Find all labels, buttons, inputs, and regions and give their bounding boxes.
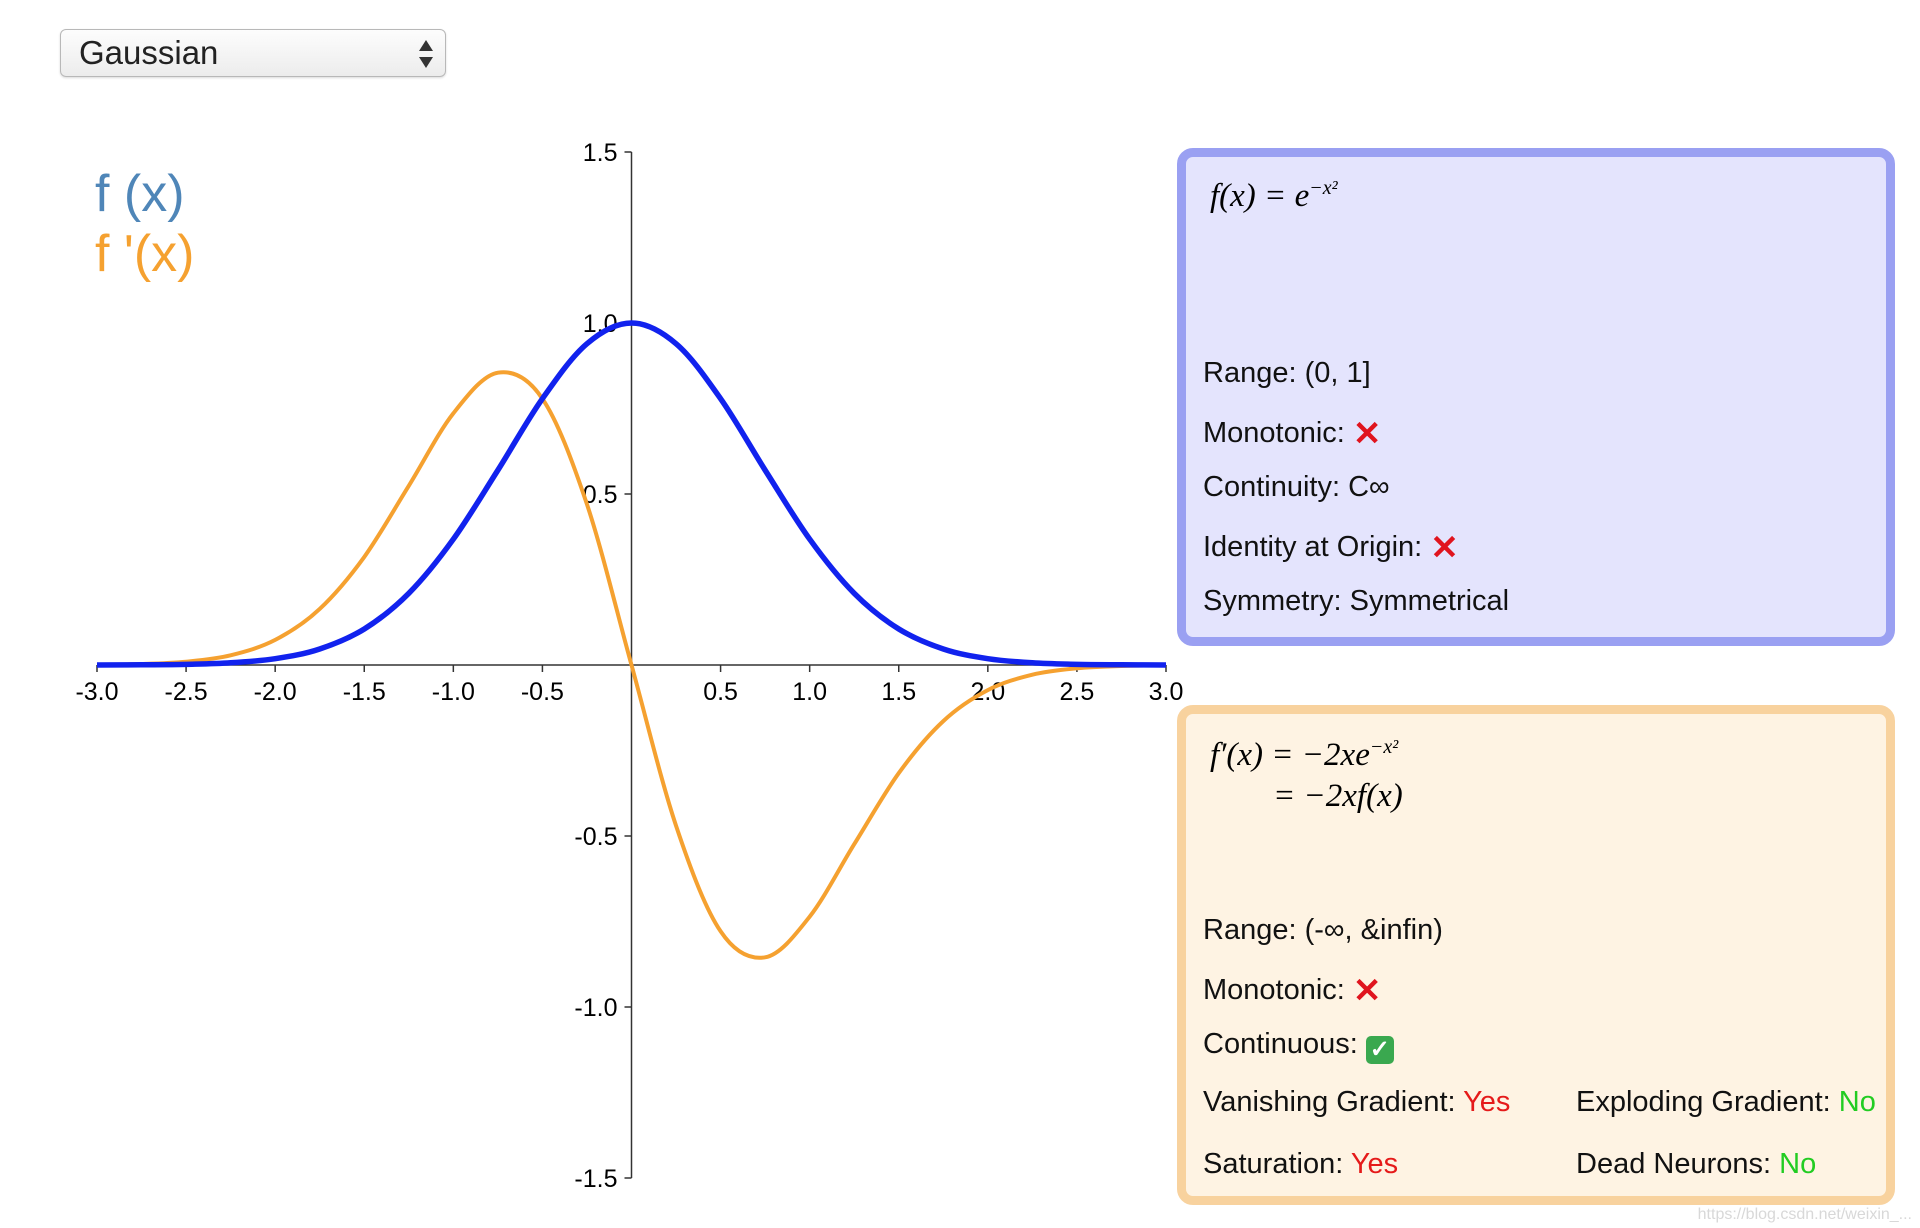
x-tick-label: 3.0 (1149, 678, 1184, 706)
vanishing-gradient: Vanishing Gradient: Yes (1203, 1086, 1510, 1119)
function-range: Range: (0, 1] (1203, 357, 1371, 389)
derivative-formula-line-2: = −2xf(x) (1273, 778, 1403, 814)
derivative-monotonic: Monotonic: ✕ (1203, 971, 1381, 1011)
saturation-value: Yes (1350, 1148, 1399, 1180)
dead-neurons: Dead Neurons: No (1576, 1148, 1816, 1181)
legend-f: f (x) (95, 165, 185, 223)
x-tick-label: -3.0 (75, 678, 118, 706)
updown-arrows-icon (419, 40, 433, 68)
x-tick-label: 1.0 (792, 678, 827, 706)
x-tick-label: -1.0 (432, 678, 475, 706)
dead-neurons-label: Dead Neurons: (1576, 1148, 1772, 1180)
function-select[interactable]: Gaussian (60, 29, 446, 77)
derivative-formula-exponent: −x² (1369, 736, 1399, 758)
function-monotonic: Monotonic: ✕ (1203, 414, 1381, 454)
dead-neurons-value: No (1779, 1148, 1817, 1180)
cross-mark-icon: ✕ (1430, 529, 1459, 567)
x-tick-label: 2.5 (1060, 678, 1095, 706)
y-tick-label: 1.5 (583, 139, 618, 167)
check-mark-icon: ✓ (1365, 1036, 1394, 1064)
exploding-gradient-value: No (1838, 1086, 1876, 1118)
derivative-range: Range: (-∞, &infin) (1203, 914, 1443, 946)
y-tick-label: -0.5 (574, 823, 617, 851)
derivative-formula-base: f′(x) = −2xe (1210, 737, 1370, 773)
function-select-value: Gaussian (79, 34, 219, 71)
y-tick-label: -1.0 (574, 994, 617, 1022)
derivative-formula-line-1: f′(x) = −2xe−x² (1210, 736, 1398, 774)
function-info-panel: f(x) = e−x² Range: (0, 1] Monotonic: ✕ C… (1177, 148, 1895, 646)
legend-fprime: f '(x) (95, 225, 195, 283)
function-formula-base: f(x) = e (1210, 178, 1310, 214)
x-tick-label: 1.5 (881, 678, 916, 706)
function-identity-at-origin: Identity at Origin: ✕ (1203, 528, 1459, 568)
saturation: Saturation: Yes (1203, 1148, 1398, 1181)
saturation-label: Saturation: (1203, 1148, 1344, 1180)
derivative-info-panel: f′(x) = −2xe−x² = −2xf(x) Range: (-∞, &i… (1177, 705, 1895, 1205)
exploding-gradient: Exploding Gradient: No (1576, 1086, 1876, 1119)
x-tick-label: -2.0 (254, 678, 297, 706)
derivative-continuous-label: Continuous: (1203, 1028, 1358, 1060)
function-continuity: Continuity: C∞ (1203, 471, 1390, 503)
cross-mark-icon: ✕ (1352, 415, 1382, 453)
derivative-monotonic-label: Monotonic: (1203, 974, 1345, 1006)
x-tick-label: 0.5 (703, 678, 738, 706)
derivative-curve (96, 370, 1167, 960)
function-curve (96, 320, 1167, 668)
function-symmetry: Symmetry: Symmetrical (1203, 585, 1510, 617)
x-tick-label: -0.5 (521, 678, 564, 706)
exploding-gradient-label: Exploding Gradient: (1576, 1086, 1831, 1118)
y-tick-label: -1.5 (574, 1165, 617, 1193)
watermark: https://blog.csdn.net/weixin_... (1697, 1206, 1912, 1223)
function-formula-exponent: −x² (1309, 177, 1338, 199)
x-tick-label: -2.5 (165, 678, 208, 706)
function-monotonic-label: Monotonic: (1203, 417, 1345, 449)
cross-mark-icon: ✕ (1352, 972, 1382, 1010)
function-identity-label: Identity at Origin: (1203, 531, 1423, 563)
function-formula: f(x) = e−x² (1210, 177, 1338, 215)
x-tick-label: -1.5 (343, 678, 386, 706)
derivative-continuous: Continuous: ✓ (1203, 1028, 1394, 1064)
vanishing-gradient-label: Vanishing Gradient: (1203, 1086, 1456, 1118)
vanishing-gradient-value: Yes (1463, 1086, 1511, 1118)
